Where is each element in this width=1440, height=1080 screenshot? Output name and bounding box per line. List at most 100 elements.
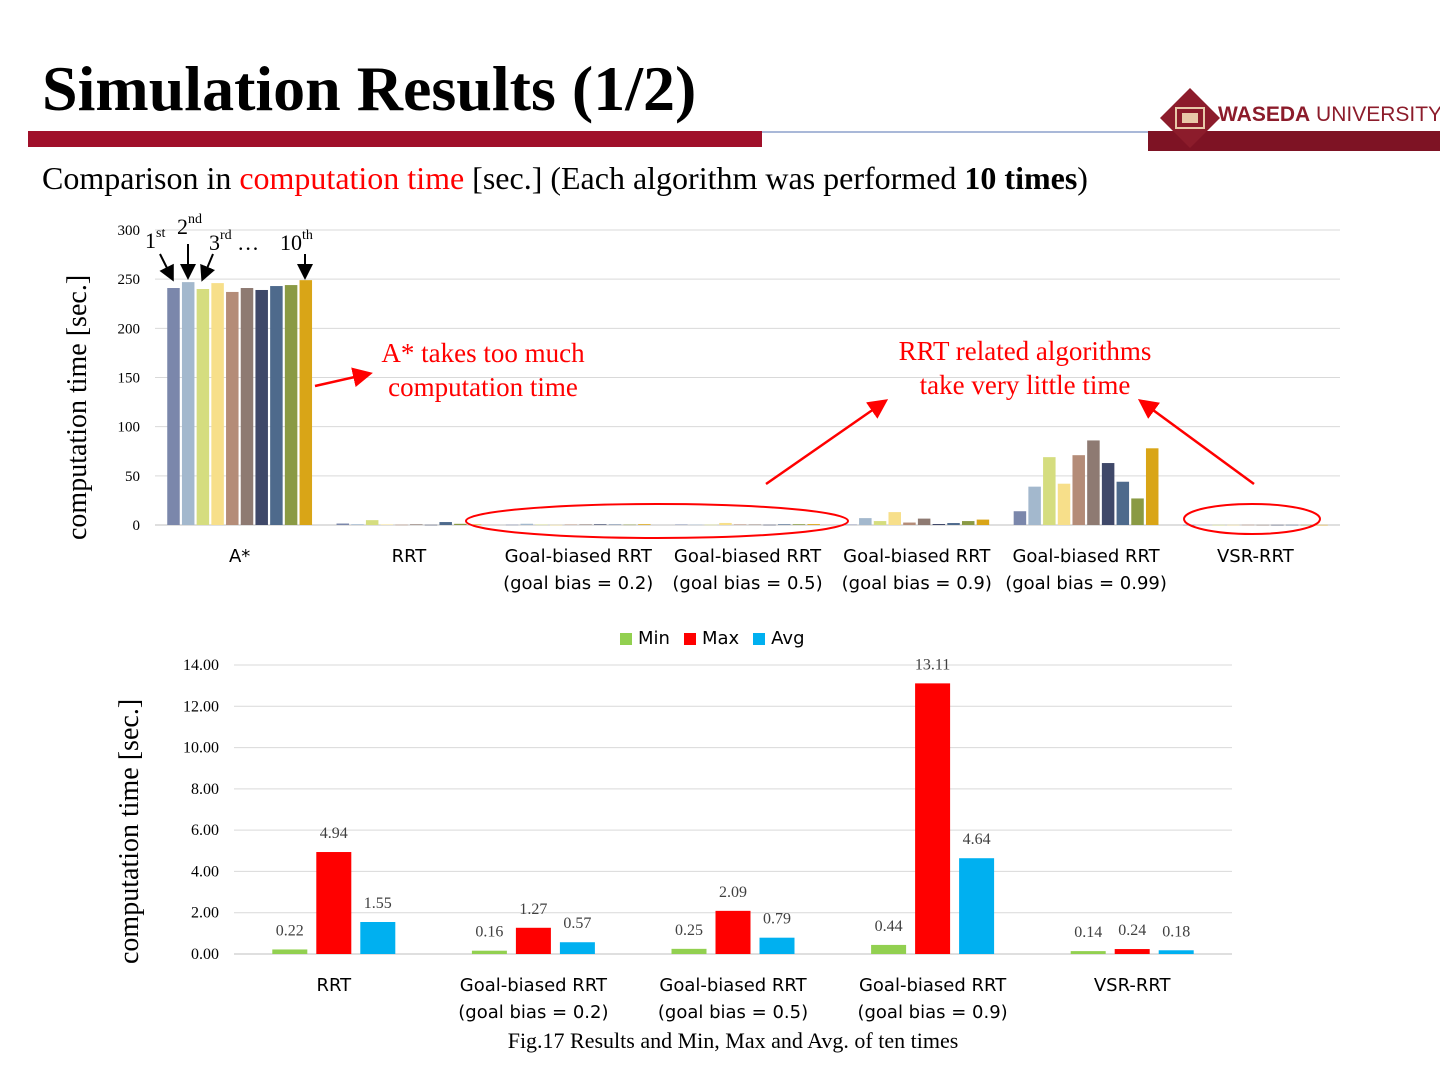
bar [608,524,622,526]
data-label: 1.55 [364,895,392,912]
y-tick-label: 4.00 [191,863,219,880]
title-underline-dark [1148,131,1440,151]
figure-caption: Fig.17 Results and Min, Max and Avg. of … [507,1028,959,1053]
bar [226,291,239,525]
bar [211,283,224,525]
x-category-label: VSR-RRT [1217,546,1295,567]
bar-min [871,944,907,954]
x-category-label: VSR-RRT [1094,975,1172,996]
data-label: 4.64 [963,831,991,848]
x-category-label: Goal-biased RRT [859,975,1007,996]
top-bar-chart: 0 50 100 150 200 250 300 A* RRT Goal-biased RRT (g… [118,223,1340,594]
bar [299,280,313,525]
run-marker-3: 3rd … [209,228,260,255]
bar [365,520,379,525]
bar [410,524,423,525]
x-category-label: Goal-biased RRT [1012,546,1160,567]
bar [1315,524,1328,526]
data-label: 0.16 [475,924,503,941]
x-category-label: A* [229,546,250,567]
bar-max [915,683,951,954]
x-category-label: Goal-biased RRT [659,975,807,996]
highlight-ellipse-goal-biased [465,503,849,539]
bar [468,524,482,525]
bar [454,523,467,525]
bar [196,289,210,525]
bar-max [316,852,352,954]
run-marker-10: 10th [280,228,313,255]
bar [579,524,592,525]
bar [932,524,946,525]
bar-min [471,950,507,954]
title-underline-thin [762,131,1148,133]
rrt-annotation: RRT related algorithms take very little t… [898,336,1152,400]
bar [675,524,688,526]
bar [807,524,820,525]
legend-min: Min [620,628,670,649]
bar-min [671,948,707,954]
bar [535,524,548,526]
bar [1145,448,1159,525]
bar [976,519,990,525]
bar [763,524,776,526]
x-category-label: Goal-biased RRT [674,546,822,567]
bar [1197,524,1211,526]
bar [1087,440,1100,525]
data-label: 0.44 [875,918,903,935]
bar [1101,463,1115,525]
subtitle: Comparison in computation time [sec.] (E… [42,160,1088,196]
slide-title: Simulation Results (1/2) [42,53,697,124]
x-category-sublabel: (goal bias = 0.2) [458,1002,608,1023]
y-tick-label: 14.00 [183,657,219,674]
data-label: 0.18 [1162,923,1190,940]
bar-max [1114,949,1150,954]
x-category-sublabel: (goal bias = 0.5) [672,573,822,594]
bar [284,285,298,525]
bar [255,289,268,525]
bar-min [1070,951,1106,954]
bar [1300,524,1314,526]
bar [520,523,534,525]
bar [594,524,607,525]
bar [1057,483,1071,525]
data-label: 4.94 [320,825,348,842]
y-tick-label: 8.00 [191,781,219,798]
x-category-label: RRT [316,975,352,996]
y-tick-label: 10.00 [183,740,219,757]
bar [704,524,717,526]
bar [792,524,806,525]
bar [733,524,747,525]
y-tick-label: 6.00 [191,822,219,839]
bar [1028,486,1041,525]
x-category-label: Goal-biased RRT [460,975,608,996]
bar [873,521,887,525]
bar [1072,455,1085,525]
y-tick-label: 0.00 [191,946,219,963]
bar [844,524,857,526]
astar-arrow [314,367,373,388]
run-marker-2: 2nd [177,212,202,239]
rrt-arrow-left [765,399,889,486]
bar-max [715,910,751,954]
bar [240,288,254,525]
bar-max [515,927,551,954]
bar [947,523,960,525]
bar [549,524,563,526]
bar [336,523,350,525]
bar [1271,524,1284,526]
x-category-label: Goal-biased RRT [843,546,991,567]
y-tick-label: 250 [118,272,141,288]
bar [505,524,519,526]
y-tick-label: 0 [133,518,141,534]
bar [961,521,975,525]
bar [623,524,636,526]
bar [181,282,195,525]
bar-avg [1158,950,1194,954]
bar [903,522,916,525]
data-label: 2.09 [719,884,747,901]
bar [1131,498,1144,525]
x-category-sublabel: (goal bias = 0.5) [658,1002,808,1023]
bottom-bar-chart: 0.00 2.00 4.00 6.00 8.00 10.00 12.00 14.00 0.22 4… [183,656,1232,1023]
y-tick-label: 2.00 [191,905,219,922]
bar-avg [360,922,396,954]
